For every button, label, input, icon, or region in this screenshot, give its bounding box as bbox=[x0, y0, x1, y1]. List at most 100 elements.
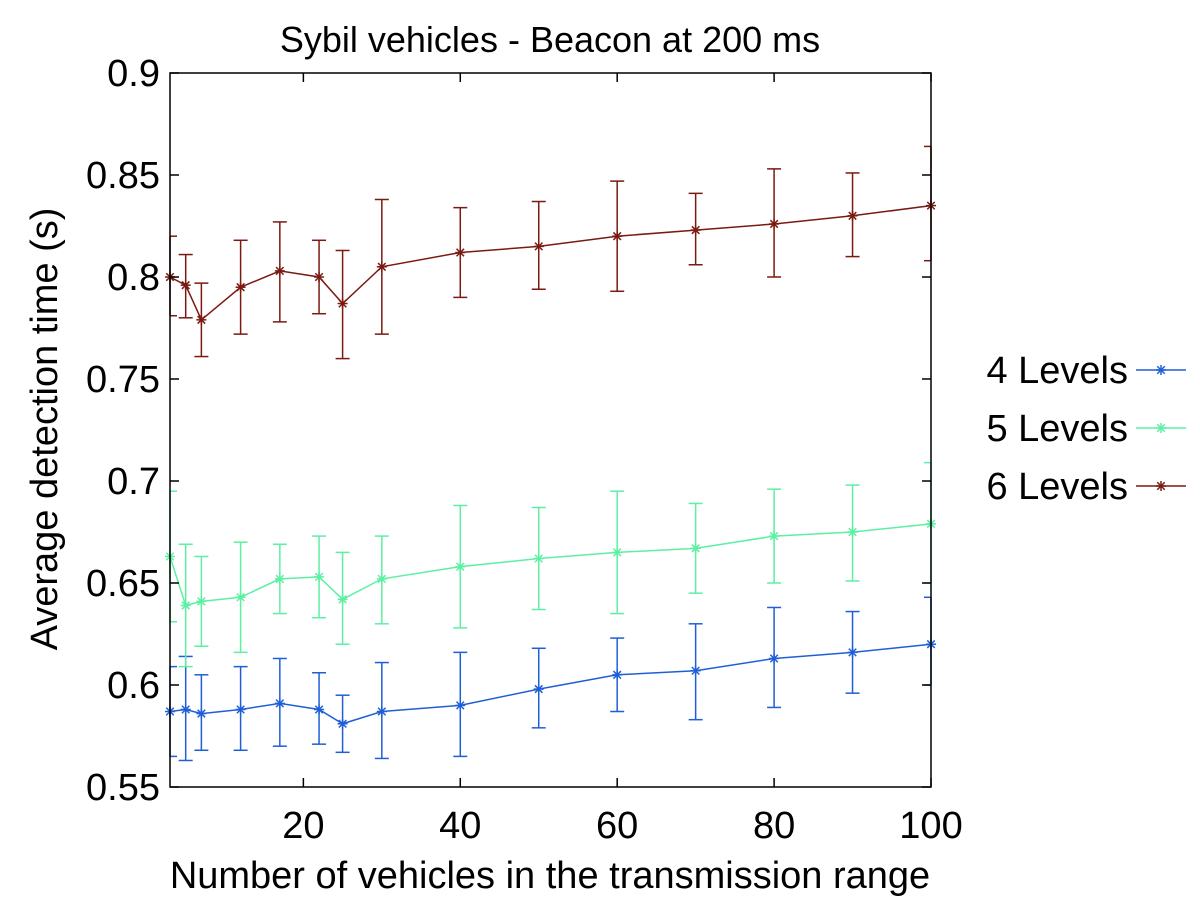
data-point bbox=[690, 665, 701, 676]
marker-stroke bbox=[848, 211, 857, 221]
data-point bbox=[196, 314, 207, 325]
plot-area bbox=[165, 145, 936, 762]
series-1 bbox=[165, 596, 936, 762]
y-tick-label: 0.85 bbox=[86, 155, 160, 197]
marker-stroke bbox=[612, 670, 622, 680]
marker-stroke bbox=[691, 666, 700, 676]
data-point bbox=[769, 653, 780, 664]
series-1-error-bars bbox=[169, 596, 932, 762]
marker-stroke bbox=[377, 707, 387, 716]
legend-entry: 5 Levels bbox=[986, 408, 1186, 450]
marker-stroke bbox=[338, 595, 347, 604]
marker-stroke bbox=[534, 242, 544, 251]
data-point bbox=[274, 698, 285, 709]
x-axis-label: Number of vehicles in the transmission r… bbox=[170, 855, 930, 897]
marker-stroke bbox=[612, 231, 622, 241]
data-point bbox=[455, 561, 466, 572]
data-point bbox=[690, 225, 701, 236]
marker-stroke bbox=[455, 248, 465, 257]
data-point bbox=[337, 298, 348, 309]
x-tick-label: 20 bbox=[282, 805, 324, 847]
marker-stroke bbox=[275, 266, 285, 276]
data-point bbox=[376, 573, 387, 584]
y-axis-ticks: 0.55 0.6 0.65 0.7 0.75 0.8 0.85 0.9 bbox=[86, 53, 931, 809]
series-2 bbox=[165, 461, 936, 668]
data-point bbox=[235, 592, 246, 603]
marker-stroke bbox=[181, 601, 190, 610]
marker-stroke bbox=[314, 272, 324, 282]
data-point bbox=[769, 531, 780, 542]
y-tick-label: 0.55 bbox=[86, 767, 160, 809]
y-tick-label: 0.65 bbox=[86, 563, 160, 605]
x-axis-ticks: 20 40 60 80 100 bbox=[282, 73, 963, 847]
marker-stroke bbox=[1156, 365, 1166, 375]
data-point bbox=[180, 600, 191, 611]
marker-stroke bbox=[377, 574, 387, 584]
marker-stroke bbox=[236, 705, 245, 714]
data-point bbox=[376, 261, 387, 272]
data-point bbox=[533, 241, 544, 252]
marker-stroke bbox=[848, 648, 857, 657]
legend-swatch-marker bbox=[1156, 423, 1166, 433]
marker-stroke bbox=[314, 705, 324, 714]
marker-stroke bbox=[181, 280, 190, 290]
data-point bbox=[314, 704, 325, 715]
data-point bbox=[274, 265, 285, 276]
marker-stroke bbox=[769, 531, 779, 541]
series-3-error-bars bbox=[169, 145, 932, 360]
data-point bbox=[612, 231, 623, 242]
data-point bbox=[612, 547, 623, 558]
data-point bbox=[455, 700, 466, 711]
data-point bbox=[847, 210, 858, 221]
data-point bbox=[235, 282, 246, 293]
marker-stroke bbox=[197, 709, 206, 718]
y-axis-label: Average detection time (s) bbox=[24, 208, 66, 651]
data-point bbox=[376, 706, 387, 717]
marker-stroke bbox=[612, 548, 622, 557]
legend-label: 6 Levels bbox=[986, 466, 1128, 508]
chart-title: Sybil vehicles - Beacon at 200 ms bbox=[280, 19, 820, 60]
series-2-line bbox=[169, 523, 932, 607]
marker-stroke bbox=[1156, 423, 1166, 433]
y-tick-label: 0.75 bbox=[86, 359, 160, 401]
marker-stroke bbox=[848, 527, 857, 537]
marker-stroke bbox=[338, 719, 347, 729]
series-3-markers bbox=[165, 200, 936, 325]
data-point bbox=[612, 669, 623, 680]
marker-stroke bbox=[455, 701, 465, 710]
series-2-markers bbox=[165, 518, 936, 611]
marker-stroke bbox=[691, 225, 700, 235]
series-3-line bbox=[169, 204, 932, 322]
data-point bbox=[337, 594, 348, 605]
x-tick-label: 100 bbox=[899, 805, 962, 847]
data-point bbox=[533, 684, 544, 695]
series-2-error-bars bbox=[169, 461, 932, 668]
marker-stroke bbox=[691, 544, 700, 553]
marker-stroke bbox=[534, 554, 544, 563]
data-point bbox=[314, 571, 325, 582]
data-point bbox=[455, 247, 466, 258]
x-tick-label: 40 bbox=[439, 805, 481, 847]
x-tick-label: 60 bbox=[596, 805, 638, 847]
legend-entry: 4 Levels bbox=[986, 350, 1186, 392]
y-tick-label: 0.8 bbox=[107, 257, 160, 299]
marker-stroke bbox=[455, 562, 465, 571]
legend-swatch-marker bbox=[1156, 481, 1166, 491]
y-tick-label: 0.7 bbox=[107, 461, 160, 503]
series-1-line bbox=[169, 643, 932, 725]
marker-stroke bbox=[338, 299, 347, 308]
marker-stroke bbox=[197, 597, 206, 606]
marker-stroke bbox=[314, 572, 324, 582]
y-tick-label: 0.6 bbox=[107, 665, 160, 707]
marker-stroke bbox=[377, 262, 387, 272]
data-point bbox=[314, 272, 325, 282]
marker-stroke bbox=[181, 705, 190, 714]
marker-stroke bbox=[769, 654, 779, 663]
marker-stroke bbox=[236, 282, 245, 292]
data-point bbox=[769, 218, 780, 229]
marker-stroke bbox=[275, 574, 285, 584]
marker-stroke bbox=[534, 684, 544, 694]
data-point bbox=[690, 543, 701, 554]
plot-frame bbox=[169, 72, 932, 788]
